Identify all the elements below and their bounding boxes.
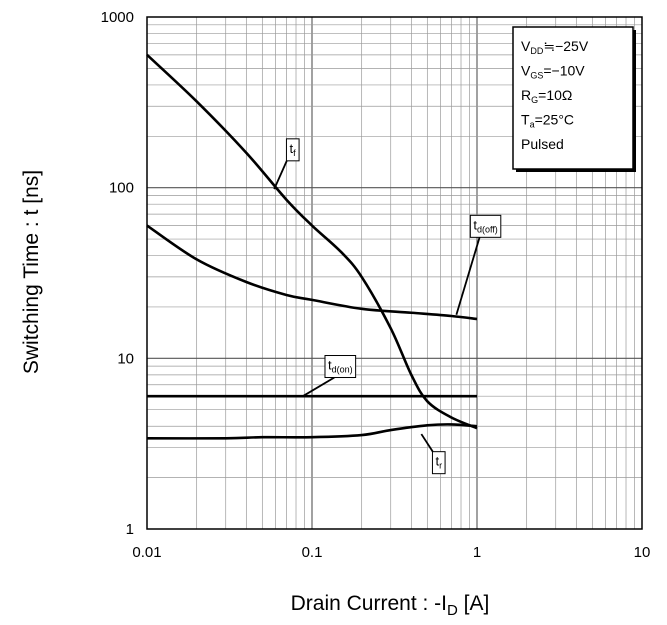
x-axis-label: Drain Current : -ID [A] bbox=[291, 592, 490, 619]
condition-value: =−10V bbox=[543, 63, 585, 79]
y-tick-label: 10 bbox=[117, 350, 134, 367]
curve-leader-td_on bbox=[302, 376, 335, 397]
curve-leader-td_off bbox=[455, 237, 481, 316]
condition-line: RG=10Ω bbox=[521, 87, 572, 105]
condition-line: Ta=25°C bbox=[521, 112, 574, 130]
condition-value: =25°C bbox=[535, 112, 574, 128]
series-lines bbox=[146, 53, 478, 440]
curve-label-main: t bbox=[435, 454, 439, 469]
curve-label-main: t bbox=[289, 141, 293, 156]
curve-label-td_on: td(on) bbox=[328, 358, 353, 375]
curve-leader-tr bbox=[420, 433, 434, 453]
condition-subscript: G bbox=[531, 95, 538, 105]
condition-subscript: a bbox=[530, 120, 535, 130]
x-axis-label-main: Drain Current : -I bbox=[291, 592, 447, 615]
condition-subscript: GS bbox=[530, 71, 543, 81]
x-axis-label-sub: D bbox=[447, 602, 458, 619]
x-axis-label-unit: [A] bbox=[458, 592, 490, 615]
curve-label-sub: d(on) bbox=[332, 365, 353, 375]
condition-symbol: R bbox=[521, 87, 531, 103]
condition-subscript: DD bbox=[530, 46, 543, 56]
condition-symbol: T bbox=[521, 112, 530, 128]
condition-symbol: V bbox=[521, 63, 531, 79]
curve-leader-tf bbox=[273, 160, 288, 190]
curve-label-tf: tf bbox=[289, 141, 296, 158]
x-tick-label: 10 bbox=[634, 544, 651, 561]
condition-value: =10Ω bbox=[538, 87, 572, 103]
plot-frame bbox=[146, 16, 643, 530]
x-tick-label: 0.01 bbox=[132, 544, 161, 561]
y-tick-label: 1000 bbox=[101, 9, 134, 26]
series-line-tf bbox=[146, 53, 478, 430]
condition-line: VDD≒−25V bbox=[521, 38, 589, 56]
curve-label-td_off: td(off) bbox=[473, 217, 497, 234]
curve-label-box-td_on bbox=[324, 355, 357, 379]
curve-label-box-td_off bbox=[469, 214, 502, 238]
series-line-td_off bbox=[146, 224, 478, 321]
condition-symbol: V bbox=[521, 38, 531, 54]
tick-labels: 0.01 0.1 1 10 1 10 100 1000 bbox=[101, 9, 651, 561]
curve-label-tr: tr bbox=[435, 454, 442, 471]
y-tick-label: 100 bbox=[109, 180, 134, 197]
curve-label-box-tf bbox=[285, 138, 300, 162]
x-tick-label: 1 bbox=[473, 544, 481, 561]
condition-symbol: Pulsed bbox=[521, 136, 564, 152]
curve-label-box-tr bbox=[431, 451, 446, 475]
curve-label-main: t bbox=[328, 358, 332, 373]
conditions-box-frame bbox=[512, 26, 634, 170]
y-axis-label: Switching Time : t [ns] bbox=[20, 170, 43, 374]
condition-value: ≒−25V bbox=[543, 38, 588, 54]
curve-label-main: t bbox=[473, 217, 477, 232]
curve-label-sub: f bbox=[293, 148, 296, 158]
series-line-tr bbox=[146, 423, 478, 440]
condition-line: Pulsed bbox=[521, 136, 564, 152]
condition-line: VGS=−10V bbox=[521, 63, 585, 81]
y-tick-label: 1 bbox=[126, 521, 134, 538]
curve-label-sub: d(off) bbox=[477, 224, 498, 234]
x-tick-label: 0.1 bbox=[302, 544, 323, 561]
curve-label-sub: r bbox=[439, 461, 442, 471]
